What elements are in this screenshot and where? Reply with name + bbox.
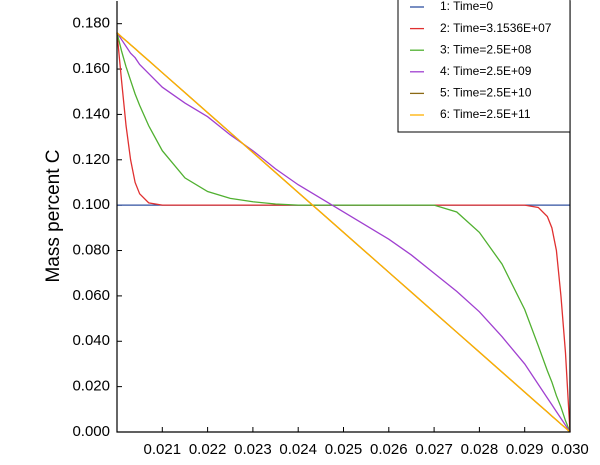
x-tick-label: 0.028 [461,441,499,458]
y-tick-label: 0.000 [72,423,110,440]
series-line [116,32,571,433]
y-tick-label: 0.020 [72,378,110,395]
y-tick-label: 0.060 [72,287,110,304]
x-tick-label: 0.023 [234,441,272,458]
legend-label: 5: Time=2.5E+10 [440,86,532,100]
series-line [116,32,571,433]
y-tick-label: 0.140 [72,105,110,122]
series-line [116,32,571,433]
legend-label: 6: Time=2.5E+11 [440,107,531,121]
y-tick-label: 0.100 [72,196,110,213]
y-tick-label: 0.120 [72,151,110,168]
y-tick-label: 0.040 [72,332,110,349]
legend-label: 1: Time=0 [440,0,493,13]
y-tick-label: 0.180 [72,15,110,32]
legend-box [397,0,571,133]
legend-label: 4: Time=2.5E+09 [440,64,532,78]
x-tick-label: 0.022 [189,441,227,458]
legend-label: 3: Time=2.5E+08 [440,42,532,56]
legend-label: 2: Time=3.1536E+07 [440,21,552,35]
x-tick-label: 0.030 [551,441,589,458]
x-tick-label: 0.021 [144,441,182,458]
x-tick-label: 0.027 [415,441,453,458]
x-tick-label: 0.029 [506,441,544,458]
axis-frame [116,1,571,433]
x-tick-label: 0.026 [370,441,408,458]
y-axis-label: Mass percent C [43,149,64,282]
x-tick-label: 0.024 [279,441,317,458]
y-tick-label: 0.080 [72,241,110,258]
y-tick-label: 0.160 [72,60,110,77]
x-tick-label: 0.025 [325,441,363,458]
